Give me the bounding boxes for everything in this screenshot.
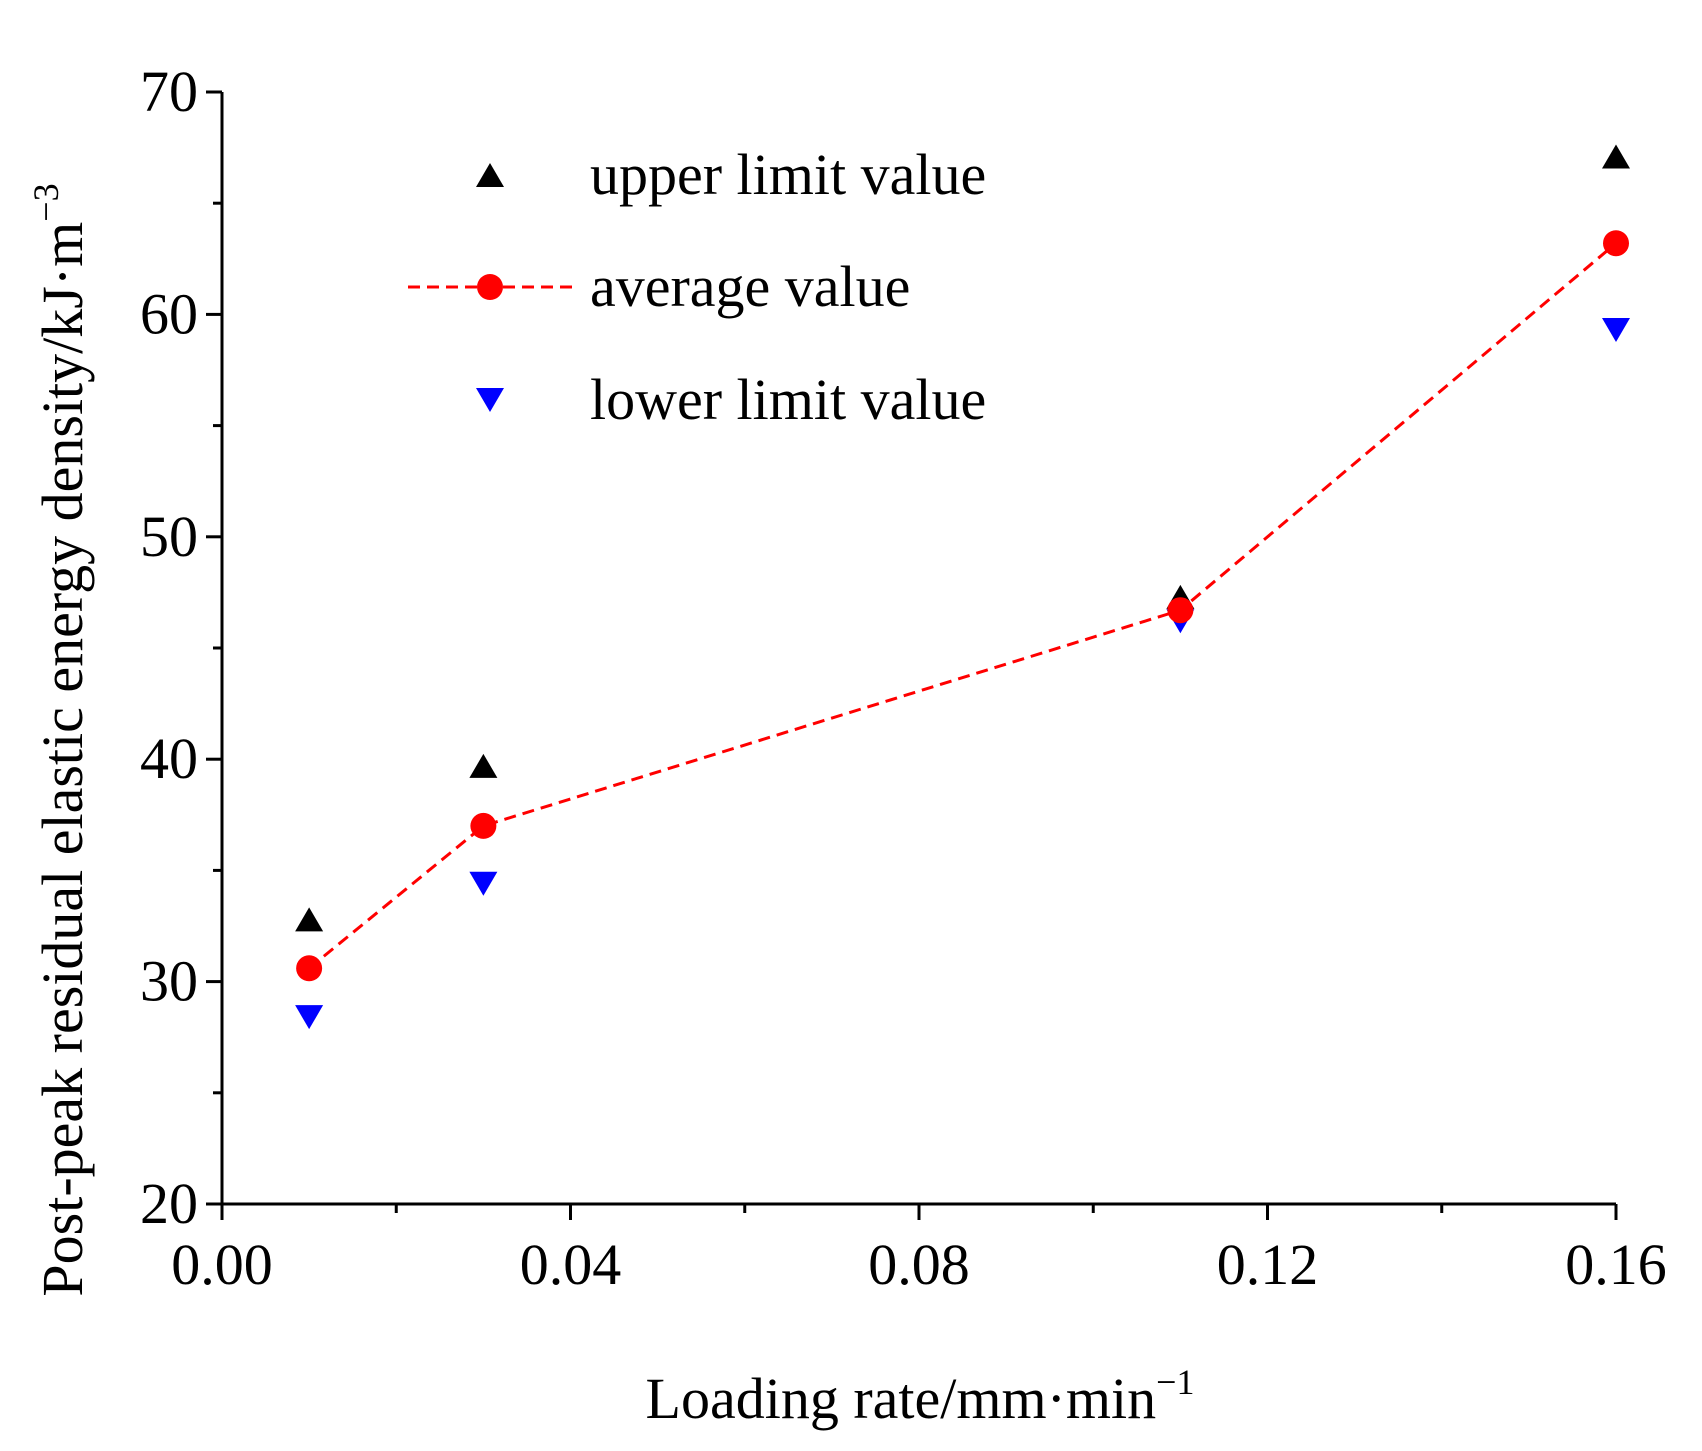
series-layer — [295, 144, 1630, 1030]
data-point — [469, 871, 498, 896]
data-point — [296, 955, 323, 982]
data-point — [295, 907, 324, 932]
x-tick-label: 0.00 — [171, 1232, 273, 1297]
legend: upper limit value average value lower limi… — [408, 142, 986, 432]
data-point — [1602, 144, 1630, 169]
legend-item: upper limit value — [476, 142, 986, 207]
data-point — [470, 812, 497, 839]
data-point — [469, 753, 498, 778]
legend-item: lower limit value — [476, 367, 986, 432]
series-upper-limit-value — [295, 144, 1630, 932]
legend-marker — [476, 388, 504, 412]
y-tick-label: 20 — [140, 1171, 198, 1236]
y-tick-label: 70 — [140, 59, 198, 124]
plot-area — [220, 92, 1616, 1206]
legend-label: upper limit value — [590, 142, 986, 207]
x-tick-label: 0.04 — [520, 1232, 622, 1297]
y-tick-label: 50 — [140, 504, 198, 569]
x-tick-label: 0.12 — [1217, 1232, 1319, 1297]
legend-label: lower limit value — [590, 367, 986, 432]
x-axis: 0.00 0.04 0.08 0.12 0.16 — [171, 1204, 1667, 1297]
y-axis: 20 30 40 50 60 70 — [140, 59, 222, 1236]
x-tick-label: 0.16 — [1565, 1232, 1667, 1297]
series-line — [308, 242, 1617, 970]
data-point — [1602, 317, 1630, 342]
series-average-value — [296, 230, 1629, 982]
data-point — [295, 1005, 324, 1030]
data-point — [1167, 597, 1194, 624]
x-axis-title: Loading rate/mm·min−1 — [646, 1362, 1195, 1431]
legend-marker — [477, 274, 503, 300]
legend-item: average value — [408, 254, 910, 319]
y-axis-title: Post-peak residual elastic energy densit… — [26, 183, 95, 1296]
legend-label: average value — [590, 254, 910, 319]
y-tick-label: 60 — [140, 281, 198, 346]
x-tick-label: 0.08 — [868, 1232, 970, 1297]
legend-marker — [476, 163, 504, 187]
y-tick-label: 40 — [140, 726, 198, 791]
y-tick-label: 30 — [140, 949, 198, 1014]
data-point — [1603, 230, 1629, 257]
